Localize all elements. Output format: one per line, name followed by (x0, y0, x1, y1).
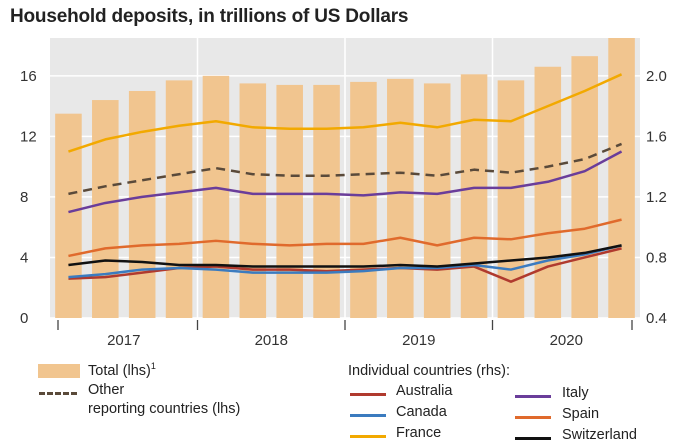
line-series-switzerland (68, 244, 622, 268)
left-tick-label: 0 (20, 310, 28, 327)
x-tick-label-2017: 2017 (107, 332, 140, 349)
line-series-australia (68, 247, 622, 283)
bar-total-2019-Q4 (460, 74, 488, 318)
x-tick-label-2018: 2018 (255, 332, 288, 349)
chart-title: Household deposits, in trillions of US D… (10, 6, 409, 27)
bar-total-2018-Q2 (239, 83, 267, 319)
right-tick-label: 0.4 (646, 310, 667, 327)
bar-series-total (55, 38, 635, 319)
bar-total-2017-Q4 (165, 80, 193, 318)
right-tick-label: 0.8 (646, 249, 667, 266)
left-tick-label: 12 (20, 128, 37, 145)
x-tick-label-2020: 2020 (550, 332, 583, 349)
bar-total-2017-Q2 (92, 100, 119, 319)
left-tick-label: 16 (20, 68, 37, 85)
bar-total-2020-Q4 (608, 38, 635, 318)
bar-total-2018-Q3 (276, 84, 303, 319)
bar-total-2020-Q3 (571, 56, 598, 318)
line-series-group (68, 73, 623, 283)
right-axis-ticks: 0.4 0.8 1.2 1.6 2.0 (646, 68, 667, 327)
bar-total-2019-Q1 (350, 81, 377, 318)
line-series-canada (68, 244, 622, 279)
right-tick-label: 1.2 (646, 189, 667, 206)
bar-total-2019-Q2 (387, 78, 414, 318)
line-series-italy (68, 150, 623, 214)
bar-total-2017-Q1 (55, 113, 82, 318)
bar-total-2019-Q3 (423, 83, 451, 319)
line-series-other-reporting-countries-lhs (68, 142, 623, 196)
bar-total-2020-Q2 (534, 66, 562, 318)
line-series-spain (68, 218, 622, 258)
x-axis: 2017 2018 2019 2020 (57, 320, 633, 349)
right-tick-label: 2.0 (646, 68, 667, 85)
bar-total-2018-Q4 (313, 84, 340, 319)
line-series-france (68, 73, 623, 153)
left-tick-label: 8 (20, 189, 28, 206)
bar-total-2017-Q3 (128, 90, 156, 318)
left-tick-label: 4 (20, 249, 28, 266)
x-tick-label-2019: 2019 (402, 332, 435, 349)
right-tick-label: 1.6 (646, 128, 667, 145)
bar-total-2018-Q1 (202, 75, 230, 319)
left-axis-ticks: 0 4 8 12 16 (20, 68, 37, 327)
